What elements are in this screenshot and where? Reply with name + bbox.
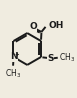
Text: N: N — [10, 52, 17, 61]
Text: CH$_3$: CH$_3$ — [59, 51, 75, 64]
Text: OH: OH — [48, 21, 64, 30]
Text: CH$_3$: CH$_3$ — [5, 68, 21, 80]
Text: S: S — [47, 54, 54, 63]
Text: +: + — [14, 52, 19, 57]
Text: O: O — [29, 23, 37, 31]
